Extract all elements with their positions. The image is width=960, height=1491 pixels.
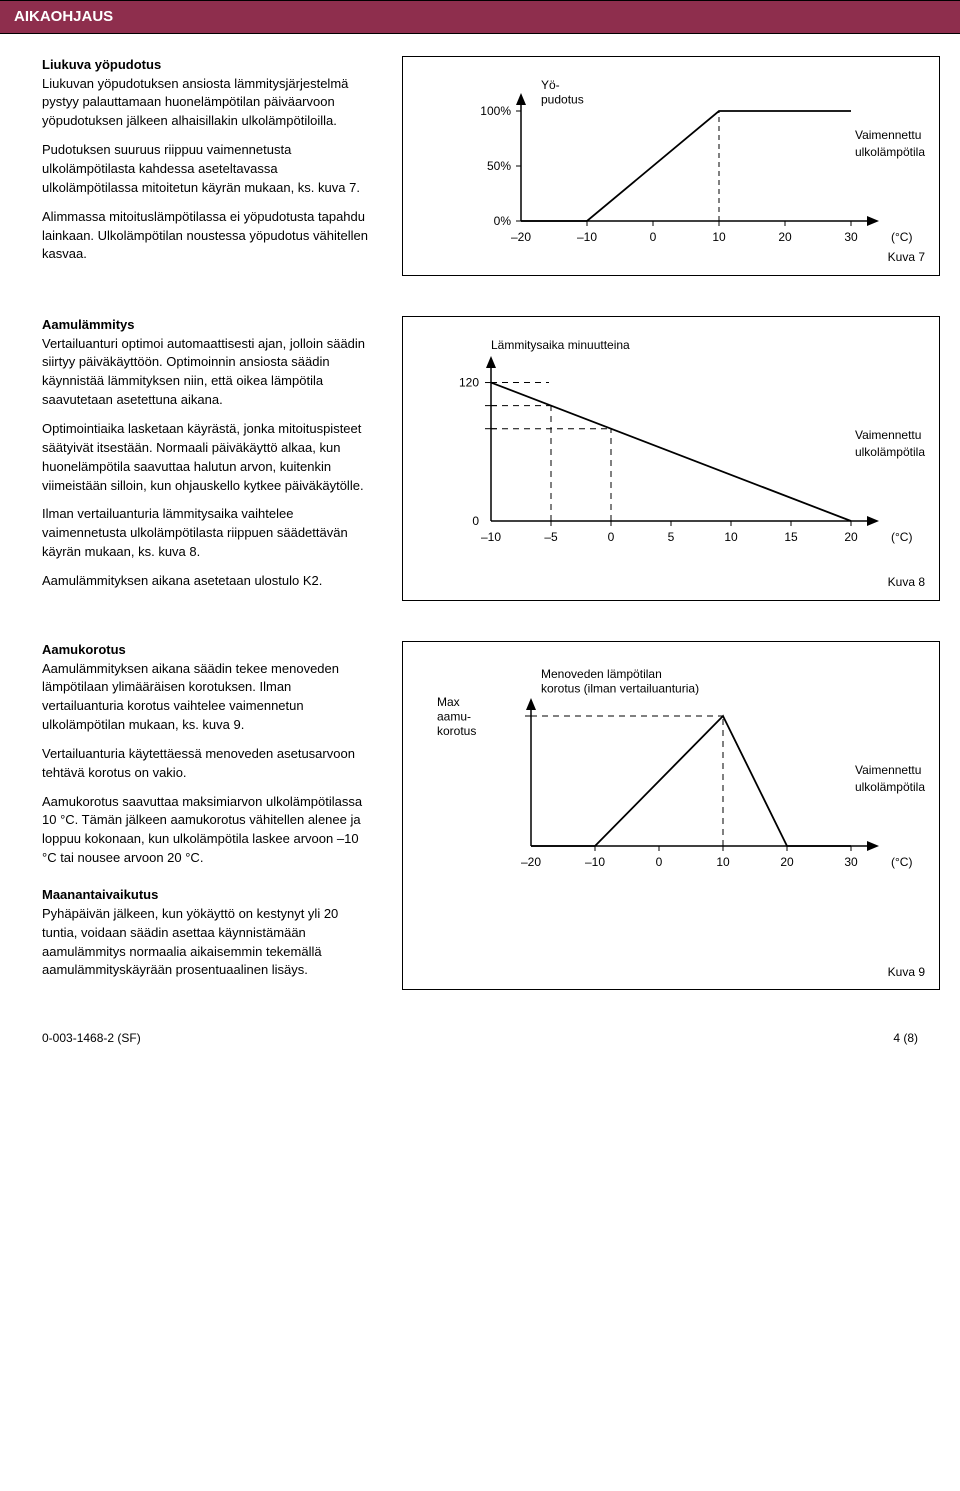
chart3-svg: Menoveden lämpötilankorotus (ilman verta… bbox=[421, 656, 921, 886]
chart1-svg: Yö-pudotus 100% 50% 0% –20 –10 0 10 20 30 (°C) bbox=[421, 71, 921, 261]
svg-text:30: 30 bbox=[844, 855, 858, 869]
s2-p4: Aamulämmityksen aikana asetetaan ulostul… bbox=[42, 572, 372, 591]
svg-text:–10: –10 bbox=[481, 530, 501, 544]
svg-text:10: 10 bbox=[716, 855, 730, 869]
svg-text:20: 20 bbox=[780, 855, 794, 869]
text-col-3: Aamukorotus Aamulämmityksen aikana säädi… bbox=[42, 641, 372, 991]
section-aamulammitys: Aamulämmitys Vertailuanturi optimoi auto… bbox=[0, 316, 960, 601]
svg-text:Maxaamu-korotus: Maxaamu-korotus bbox=[437, 695, 476, 738]
chart3-caption: Kuva 9 bbox=[888, 964, 925, 981]
section-liukuva: Liukuva yöpudotus Liukuvan yöpudotuksen … bbox=[0, 56, 960, 276]
svg-text:0%: 0% bbox=[494, 214, 512, 228]
s1-p3: Alimmassa mitoituslämpötilassa ei yöpudo… bbox=[42, 208, 372, 265]
text-col-1: Liukuva yöpudotus Liukuvan yöpudotuksen … bbox=[42, 56, 372, 276]
s1-p2: Pudotuksen suuruus riippuu vaimennetusta… bbox=[42, 141, 372, 198]
svg-text:50%: 50% bbox=[487, 159, 511, 173]
s2-p2: Optimointiaika lasketaan käyrästä, jonka… bbox=[42, 420, 372, 495]
s3-p1: Aamulämmityksen aikana säädin tekee meno… bbox=[42, 661, 339, 733]
s1-title: Liukuva yöpudotus bbox=[42, 57, 161, 72]
svg-text:120: 120 bbox=[459, 375, 479, 389]
s2-p3: Ilman vertailuanturia lämmitysaika vaiht… bbox=[42, 505, 372, 562]
page-footer: 0-003-1468-2 (SF) 4 (8) bbox=[0, 1030, 960, 1047]
s4-p1: Pyhäpäivän jälkeen, kun yökäyttö on kest… bbox=[42, 906, 338, 978]
svg-text:(°C): (°C) bbox=[891, 530, 912, 544]
chart2-caption: Kuva 8 bbox=[888, 574, 925, 591]
svg-text:–20: –20 bbox=[521, 855, 541, 869]
text-col-2: Aamulämmitys Vertailuanturi optimoi auto… bbox=[42, 316, 372, 601]
chart2-rightlabel: Vaimennettuulkolämpötila bbox=[855, 427, 925, 462]
svg-text:(°C): (°C) bbox=[891, 855, 912, 869]
svg-text:–10: –10 bbox=[585, 855, 605, 869]
page-header: AIKAOHJAUS bbox=[0, 0, 960, 34]
header-title: AIKAOHJAUS bbox=[14, 8, 113, 25]
svg-text:–20: –20 bbox=[511, 230, 531, 244]
svg-text:(°C): (°C) bbox=[891, 230, 912, 244]
chart1-caption: Kuva 7 bbox=[888, 249, 925, 266]
s3-title: Aamukorotus bbox=[42, 642, 126, 657]
chart2-svg: Lämmitysaika minuutteina1200–10–50510152… bbox=[421, 331, 921, 561]
svg-text:0: 0 bbox=[656, 855, 663, 869]
chart3-rightlabel: Vaimennettuulkolämpötila bbox=[855, 762, 925, 797]
s3-p2: Vertailuanturia käytettäessä menoveden a… bbox=[42, 745, 372, 783]
svg-text:0: 0 bbox=[472, 514, 479, 528]
svg-text:15: 15 bbox=[784, 530, 798, 544]
chart1-box: Yö-pudotus 100% 50% 0% –20 –10 0 10 20 30 (°C) Vai… bbox=[402, 56, 940, 276]
s1-p1: Liukuvan yöpudotuksen ansiosta lämmitysj… bbox=[42, 76, 348, 129]
s2-p1: Vertailuanturi optimoi automaattisesti a… bbox=[42, 336, 365, 408]
svg-text:20: 20 bbox=[778, 230, 792, 244]
svg-text:Lämmitysaika minuutteina: Lämmitysaika minuutteina bbox=[491, 338, 630, 352]
footer-left: 0-003-1468-2 (SF) bbox=[42, 1030, 141, 1047]
chart2-box: Lämmitysaika minuutteina1200–10–50510152… bbox=[402, 316, 940, 601]
svg-text:20: 20 bbox=[844, 530, 858, 544]
svg-text:Yö-pudotus: Yö-pudotus bbox=[541, 78, 584, 106]
svg-text:5: 5 bbox=[668, 530, 675, 544]
footer-right: 4 (8) bbox=[893, 1030, 918, 1047]
s2-title: Aamulämmitys bbox=[42, 317, 134, 332]
svg-text:10: 10 bbox=[724, 530, 738, 544]
svg-text:Menoveden lämpötilankorotus (i: Menoveden lämpötilankorotus (ilman verta… bbox=[541, 667, 699, 695]
svg-text:10: 10 bbox=[712, 230, 726, 244]
svg-text:–10: –10 bbox=[577, 230, 597, 244]
svg-text:–5: –5 bbox=[544, 530, 558, 544]
svg-text:30: 30 bbox=[844, 230, 858, 244]
chart3-box: Menoveden lämpötilankorotus (ilman verta… bbox=[402, 641, 940, 991]
svg-text:100%: 100% bbox=[480, 104, 511, 118]
svg-text:0: 0 bbox=[650, 230, 657, 244]
s4-title: Maanantaivaikutus bbox=[42, 887, 158, 902]
chart1-rightlabel: Vaimennettuulkolämpötila bbox=[855, 127, 925, 162]
s3-p3: Aamukorotus saavuttaa maksimiarvon ulkol… bbox=[42, 793, 372, 868]
svg-text:0: 0 bbox=[608, 530, 615, 544]
section-aamukorotus: Aamukorotus Aamulämmityksen aikana säädi… bbox=[0, 641, 960, 991]
